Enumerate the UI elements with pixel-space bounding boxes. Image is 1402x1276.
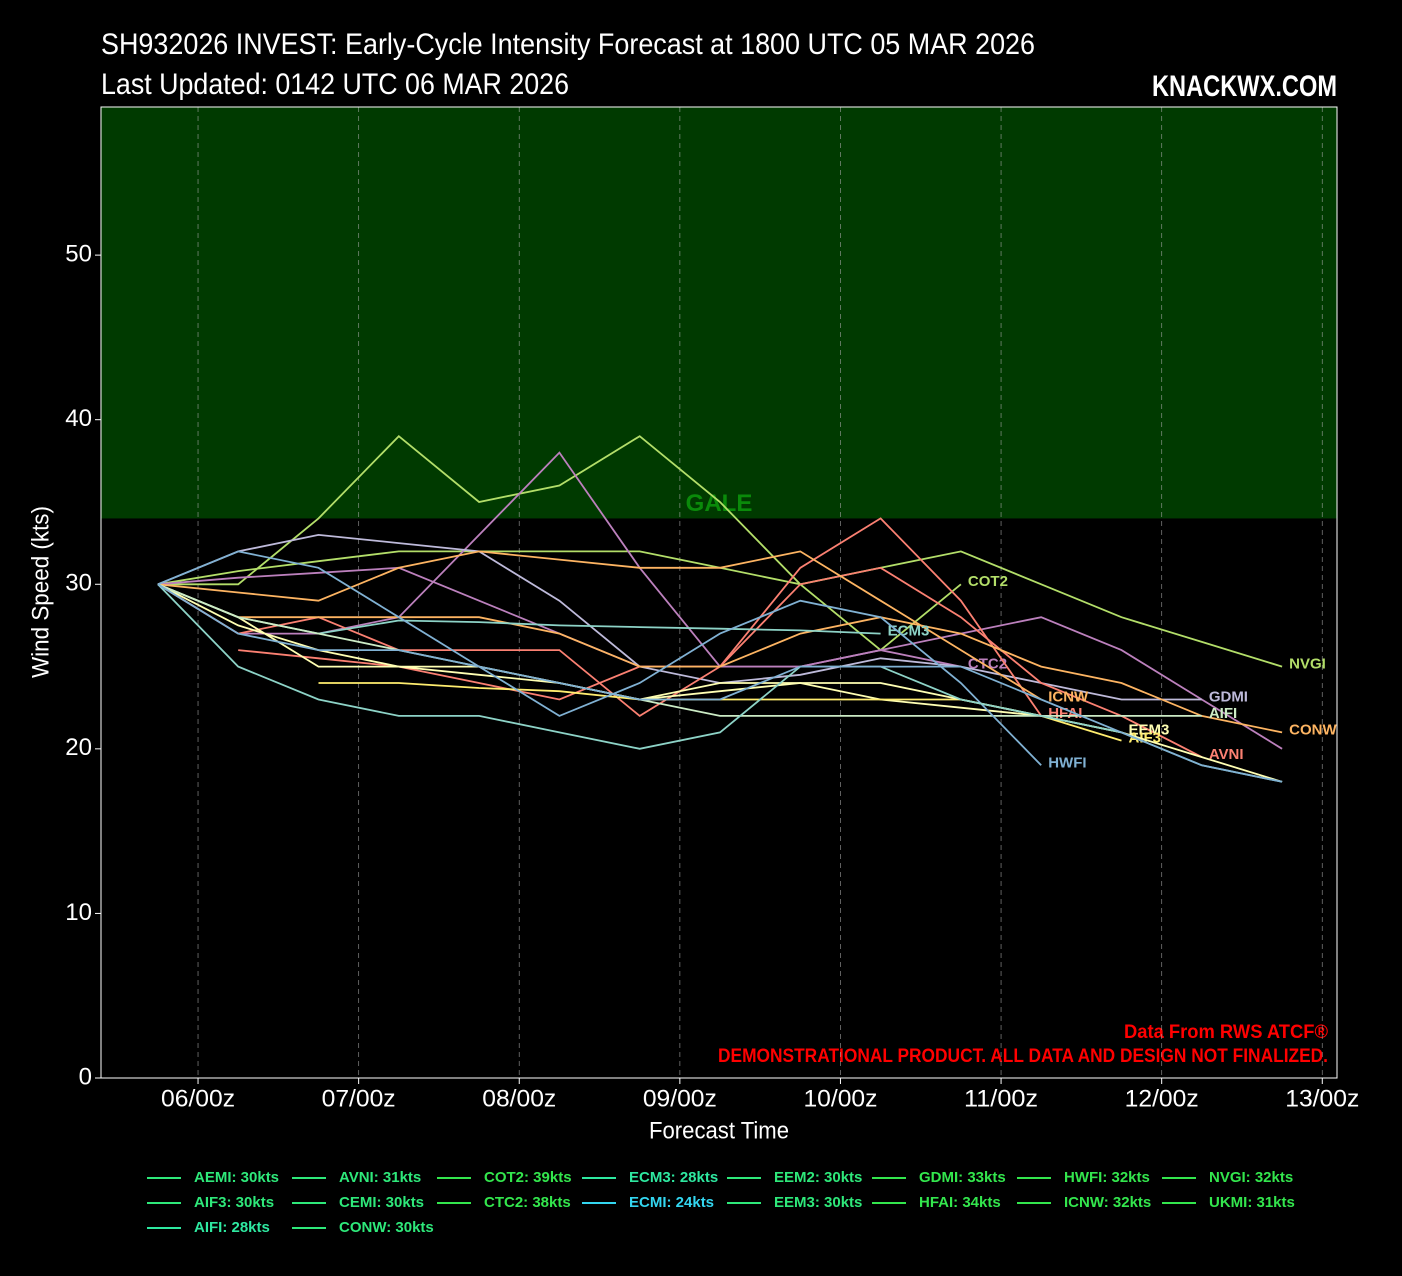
series-line bbox=[157, 550, 1042, 766]
series-end-label: CONW bbox=[1289, 721, 1337, 738]
series-end-label: GDMI bbox=[1209, 688, 1248, 705]
x-tick-label: 08/00z bbox=[482, 1085, 556, 1112]
series-line bbox=[157, 550, 1042, 701]
legend-label: GDMI: 33kts bbox=[919, 1169, 1006, 1186]
series-end-label: ICNW bbox=[1048, 688, 1089, 705]
series-line bbox=[157, 583, 1283, 783]
legend-label: ECM3: 28kts bbox=[629, 1169, 718, 1186]
series-line bbox=[157, 583, 1283, 783]
x-tick-label: 09/00z bbox=[643, 1085, 717, 1112]
plot-area bbox=[101, 107, 1337, 519]
gale-band bbox=[101, 107, 1337, 519]
legend-label: AVNI: 31kts bbox=[339, 1169, 421, 1186]
y-tick-label: 40 bbox=[65, 405, 92, 432]
series-line bbox=[157, 583, 1283, 734]
y-tick-label: 50 bbox=[65, 240, 92, 267]
x-axis-label: Forecast Time bbox=[649, 1117, 789, 1144]
legend-label: COT2: 39kts bbox=[484, 1169, 572, 1186]
series-line bbox=[157, 533, 1202, 701]
series-end-label: AIFI bbox=[1209, 705, 1237, 722]
x-tick-label: 12/00z bbox=[1125, 1085, 1199, 1112]
series-end-label: AVNI bbox=[1209, 746, 1244, 763]
legend-label: CONW: 30kts bbox=[339, 1219, 434, 1236]
x-tick-label: 10/00z bbox=[803, 1085, 877, 1112]
band-label: GALE bbox=[686, 490, 753, 517]
y-tick-label: 30 bbox=[65, 570, 92, 597]
y-tick-label: 20 bbox=[65, 734, 92, 761]
series-end-label: NVGI bbox=[1289, 656, 1326, 673]
chart-subtitle: Last Updated: 0142 UTC 06 MAR 2026 bbox=[101, 68, 569, 101]
legend-label: EEM3: 30kts bbox=[774, 1194, 862, 1211]
brand: KNACKWX.COM bbox=[1152, 70, 1337, 103]
legend-label: ICNW: 32kts bbox=[1064, 1194, 1151, 1211]
series-end-label: COT2 bbox=[968, 573, 1008, 590]
series-line bbox=[157, 583, 1202, 717]
x-tick-label: 06/00z bbox=[161, 1085, 235, 1112]
series-end-label: ECM3 bbox=[888, 623, 930, 640]
series-end-label: EEM3 bbox=[1129, 721, 1170, 738]
chart-title: SH932026 INVEST: Early-Cycle Intensity F… bbox=[101, 28, 1035, 61]
legend-label: AEMI: 30kts bbox=[194, 1169, 279, 1186]
legend-label: ECMI: 24kts bbox=[629, 1194, 714, 1211]
legend-label: EEM2: 30kts bbox=[774, 1169, 862, 1186]
y-tick-label: 10 bbox=[65, 899, 92, 926]
legend-label: HFAI: 34kts bbox=[919, 1194, 1001, 1211]
annotation: Data From RWS ATCF® bbox=[1124, 1022, 1328, 1043]
plot-frame bbox=[100, 106, 1338, 1079]
series-end-label: HFAI bbox=[1048, 705, 1082, 722]
legend-label: CEMI: 30kts bbox=[339, 1194, 424, 1211]
legend-label: NVGI: 32kts bbox=[1209, 1169, 1293, 1186]
x-tick-label: 11/00z bbox=[964, 1085, 1038, 1112]
y-tick-label: 0 bbox=[79, 1063, 92, 1090]
legend-label: HWFI: 32kts bbox=[1064, 1169, 1150, 1186]
legend-label: CTC2: 38kts bbox=[484, 1194, 571, 1211]
series-end-label: HWFI bbox=[1048, 754, 1086, 771]
x-tick-label: 07/00z bbox=[322, 1085, 396, 1112]
y-axis-label: Wind Speed (kts) bbox=[27, 506, 54, 678]
annotation: DEMONSTRATIONAL PRODUCT. ALL DATA AND DE… bbox=[718, 1046, 1328, 1067]
legend-label: UKMI: 31kts bbox=[1209, 1194, 1295, 1211]
legend-label: AIFI: 28kts bbox=[194, 1219, 270, 1236]
legend-label: AIF3: 30kts bbox=[194, 1194, 274, 1211]
x-tick-label: 13/00z bbox=[1285, 1085, 1359, 1112]
